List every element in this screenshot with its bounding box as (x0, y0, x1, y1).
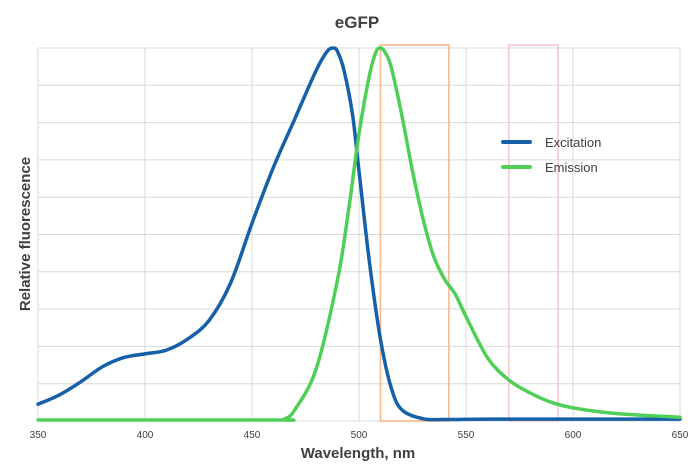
x-axis-title: Wavelength, nm (301, 445, 415, 462)
x-tick-label: 400 (137, 430, 154, 441)
highlight-bands (379, 44, 559, 422)
legend-item-excitation: Excitation (501, 135, 601, 150)
x-tick-label: 450 (244, 430, 261, 441)
chart-title: eGFP (335, 13, 379, 32)
gridlines (37, 47, 681, 422)
series-lines (36, 46, 682, 422)
x-tick-label: 350 (30, 430, 47, 441)
y-axis-title: Relative fluorescence (17, 157, 34, 311)
legend: Excitation Emission (501, 135, 601, 175)
x-tick-label: 550 (458, 430, 475, 441)
series-line-emission (36, 46, 682, 422)
x-tick-label: 600 (565, 430, 582, 441)
x-axis-ticks: 350 400 450 500 550 600 650 (30, 430, 689, 441)
series-line-excitation (36, 46, 682, 422)
legend-item-emission: Emission (501, 160, 598, 175)
plot-area: 350 400 450 500 550 600 650 (30, 44, 689, 441)
x-tick-label: 500 (351, 430, 368, 441)
x-tick-label: 650 (672, 430, 689, 441)
highlight-band-1 (379, 44, 450, 422)
legend-label-excitation: Excitation (545, 135, 601, 150)
legend-label-emission: Emission (545, 160, 598, 175)
highlight-band-2 (507, 44, 559, 422)
